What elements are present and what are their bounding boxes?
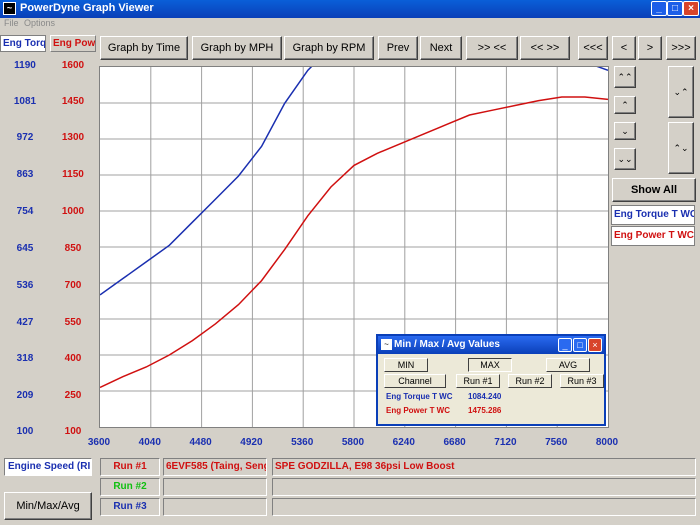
min-max-avg-button[interactable]: Min/Max/Avg bbox=[4, 492, 92, 520]
torque-tick-label: 863 bbox=[16, 169, 34, 180]
scale-down-icon[interactable]: ⌄ bbox=[614, 122, 636, 140]
dialog-close-icon[interactable]: × bbox=[588, 338, 602, 352]
scroll-first-button[interactable]: <<< bbox=[578, 36, 608, 60]
run-1-description: SPE GODZILLA, E98 36psi Low Boost bbox=[272, 458, 696, 476]
torque-tick-label: 754 bbox=[16, 206, 34, 217]
power-axis-tab[interactable]: Eng Powe bbox=[50, 35, 96, 52]
channel-power[interactable]: Eng Power T WC bbox=[611, 226, 695, 246]
torque-tick-label: 427 bbox=[16, 317, 34, 328]
torque-tick-label: 100 bbox=[16, 426, 34, 437]
x-tick-label: 7560 bbox=[545, 437, 568, 448]
dialog-row-torque-run1: 1084.240 bbox=[468, 392, 502, 401]
close-icon[interactable]: × bbox=[683, 1, 699, 16]
show-all-button[interactable]: Show All bbox=[612, 178, 696, 202]
min-button[interactable]: MIN bbox=[384, 358, 428, 372]
channel-torque[interactable]: Eng Torque T WC bbox=[611, 205, 695, 225]
x-tick-label: 6680 bbox=[443, 437, 466, 448]
zoom-in-button[interactable]: >> << bbox=[466, 36, 518, 60]
scale-up-icon[interactable]: ⌃ bbox=[614, 96, 636, 114]
dialog-row-torque-channel: Eng Torque T WC bbox=[386, 392, 453, 401]
x-tick-label: 5800 bbox=[341, 437, 365, 448]
graph-by-mph-button[interactable]: Graph by MPH bbox=[192, 36, 282, 60]
x-tick-label: 4040 bbox=[138, 437, 161, 448]
run-1-vehicle: 6EVF585 (Taing, Seng bbox=[163, 458, 267, 476]
x-channel-field[interactable]: Engine Speed (RI bbox=[4, 458, 92, 476]
offset-contract-icon[interactable]: ⌃⌄ bbox=[668, 122, 694, 174]
dialog-row-power-run1: 1475.286 bbox=[468, 406, 502, 415]
power-tick-label: 1600 bbox=[61, 60, 85, 71]
avg-button[interactable]: AVG bbox=[546, 358, 590, 372]
torque-tick-label: 318 bbox=[16, 353, 34, 364]
run-2-header: Run #2 bbox=[508, 374, 552, 388]
graph-by-time-button[interactable]: Graph by Time bbox=[100, 36, 188, 60]
channel-header: Channel bbox=[384, 374, 446, 388]
min-max-avg-dialog: Min / Max / Avg Values ~ _ □ × MIN MAX A… bbox=[376, 334, 606, 426]
x-tick-label: 8000 bbox=[595, 437, 619, 448]
dialog-row-power-channel: Eng Power T WC bbox=[386, 406, 450, 415]
chart-app-icon: ~ bbox=[3, 2, 16, 15]
run-2-label[interactable]: Run #2 bbox=[100, 478, 160, 496]
dialog-minimize-icon[interactable]: _ bbox=[558, 338, 572, 352]
scale-down-fast-icon[interactable]: ⌄⌄ bbox=[614, 148, 636, 170]
run-1-header: Run #1 bbox=[456, 374, 500, 388]
graph-by-rpm-button[interactable]: Graph by RPM bbox=[284, 36, 374, 60]
torque-tick-label: 972 bbox=[16, 132, 34, 143]
run-2-vehicle bbox=[163, 478, 267, 496]
run-2-description bbox=[272, 478, 696, 496]
power-tick-label: 550 bbox=[64, 317, 82, 328]
rpm-line-chart bbox=[100, 67, 608, 427]
dialog-maximize-icon[interactable]: □ bbox=[573, 338, 587, 352]
title-bar: ~ PowerDyne Graph Viewer _ □ × bbox=[0, 0, 700, 18]
torque-tick-label: 536 bbox=[16, 280, 34, 291]
torque-tick-label: 645 bbox=[16, 243, 34, 254]
dialog-app-icon: ~ bbox=[381, 339, 392, 350]
power-tick-label: 700 bbox=[64, 280, 82, 291]
scroll-last-button[interactable]: >>> bbox=[666, 36, 696, 60]
scale-up-fast-icon[interactable]: ⌃⌃ bbox=[614, 66, 636, 88]
scroll-left-button[interactable]: < bbox=[612, 36, 636, 60]
max-button[interactable]: MAX bbox=[468, 358, 512, 372]
offset-expand-icon[interactable]: ⌄⌃ bbox=[668, 66, 694, 118]
x-tick-label: 7120 bbox=[494, 437, 517, 448]
power-tick-label: 1000 bbox=[61, 206, 85, 217]
menu-bar: File Options bbox=[0, 18, 700, 30]
x-tick-label: 4920 bbox=[240, 437, 263, 448]
menu-options[interactable]: Options bbox=[24, 18, 56, 28]
window-title: PowerDyne Graph Viewer bbox=[20, 2, 154, 14]
maximize-icon[interactable]: □ bbox=[667, 1, 683, 16]
power-tick-label: 400 bbox=[64, 353, 82, 364]
scroll-right-button[interactable]: > bbox=[638, 36, 662, 60]
power-tick-label: 1150 bbox=[62, 169, 84, 180]
run-3-header: Run #3 bbox=[560, 374, 604, 388]
menu-file[interactable]: File bbox=[4, 18, 19, 28]
power-tick-label: 1300 bbox=[61, 132, 85, 143]
torque-tick-label: 1190 bbox=[14, 60, 36, 71]
x-tick-label: 5360 bbox=[291, 437, 314, 448]
dialog-title: Min / Max / Avg Values bbox=[378, 336, 604, 354]
zoom-out-button[interactable]: << >> bbox=[520, 36, 570, 60]
run-3-vehicle bbox=[163, 498, 267, 516]
x-tick-label: 3600 bbox=[87, 437, 111, 448]
next-button[interactable]: Next bbox=[420, 36, 462, 60]
power-tick-label: 850 bbox=[64, 243, 82, 254]
torque-tick-label: 209 bbox=[16, 390, 34, 401]
graph-area[interactable] bbox=[99, 66, 609, 428]
power-series-line bbox=[100, 96, 608, 389]
power-tick-label: 250 bbox=[64, 390, 82, 401]
minimize-icon[interactable]: _ bbox=[651, 1, 667, 16]
run-1-label[interactable]: Run #1 bbox=[100, 458, 160, 476]
torque-series-line bbox=[100, 67, 608, 296]
prev-button[interactable]: Prev bbox=[378, 36, 418, 60]
torque-tick-label: 1081 bbox=[13, 96, 37, 107]
torque-axis-tab[interactable]: Eng Torq bbox=[0, 35, 46, 52]
run-3-description bbox=[272, 498, 696, 516]
x-tick-label: 6240 bbox=[392, 437, 415, 448]
power-tick-label: 1450 bbox=[61, 96, 85, 107]
x-tick-label: 4480 bbox=[189, 437, 212, 448]
run-3-label[interactable]: Run #3 bbox=[100, 498, 160, 516]
power-tick-label: 100 bbox=[64, 426, 82, 437]
